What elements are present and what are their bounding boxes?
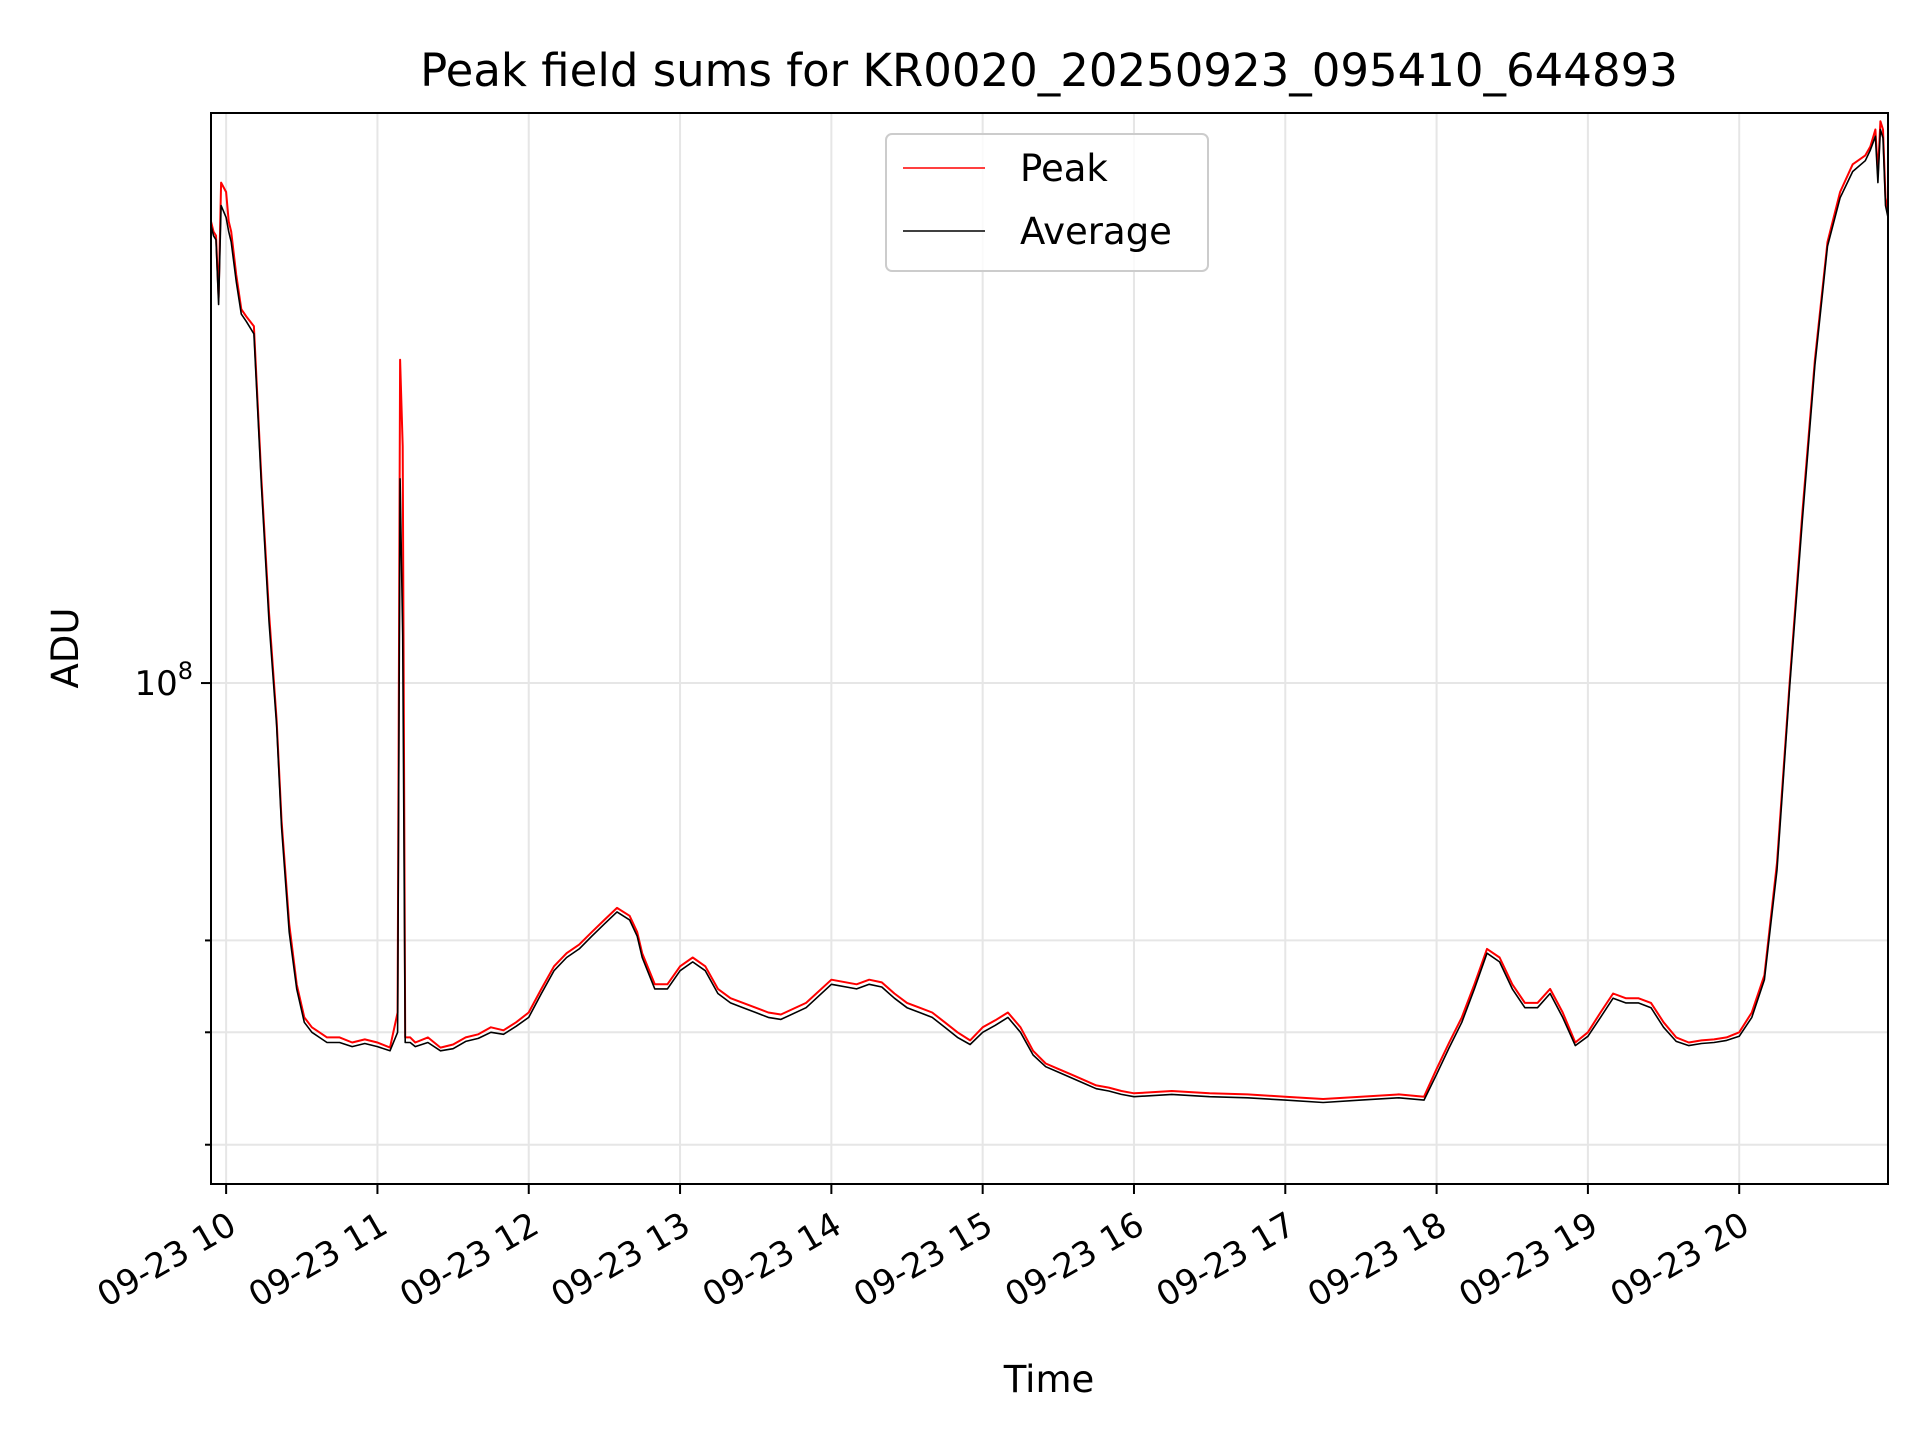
chart-title: Peak field sums for KR0020_20250923_0954… <box>420 44 1678 97</box>
legend-label-average: Average <box>1020 210 1172 253</box>
grid-lines <box>211 113 1888 1184</box>
series-line-peak <box>211 120 1888 1100</box>
legend: Peak Average <box>885 133 1209 272</box>
y-tick-label: 108 <box>134 657 193 704</box>
x-axis-label: Time <box>1003 1358 1095 1401</box>
y-axis-label: ADU <box>44 608 87 689</box>
series-lines <box>211 120 1888 1104</box>
plot-area-frame <box>210 112 1889 1185</box>
series-line-average <box>211 128 1888 1104</box>
legend-label-peak: Peak <box>1020 147 1108 190</box>
